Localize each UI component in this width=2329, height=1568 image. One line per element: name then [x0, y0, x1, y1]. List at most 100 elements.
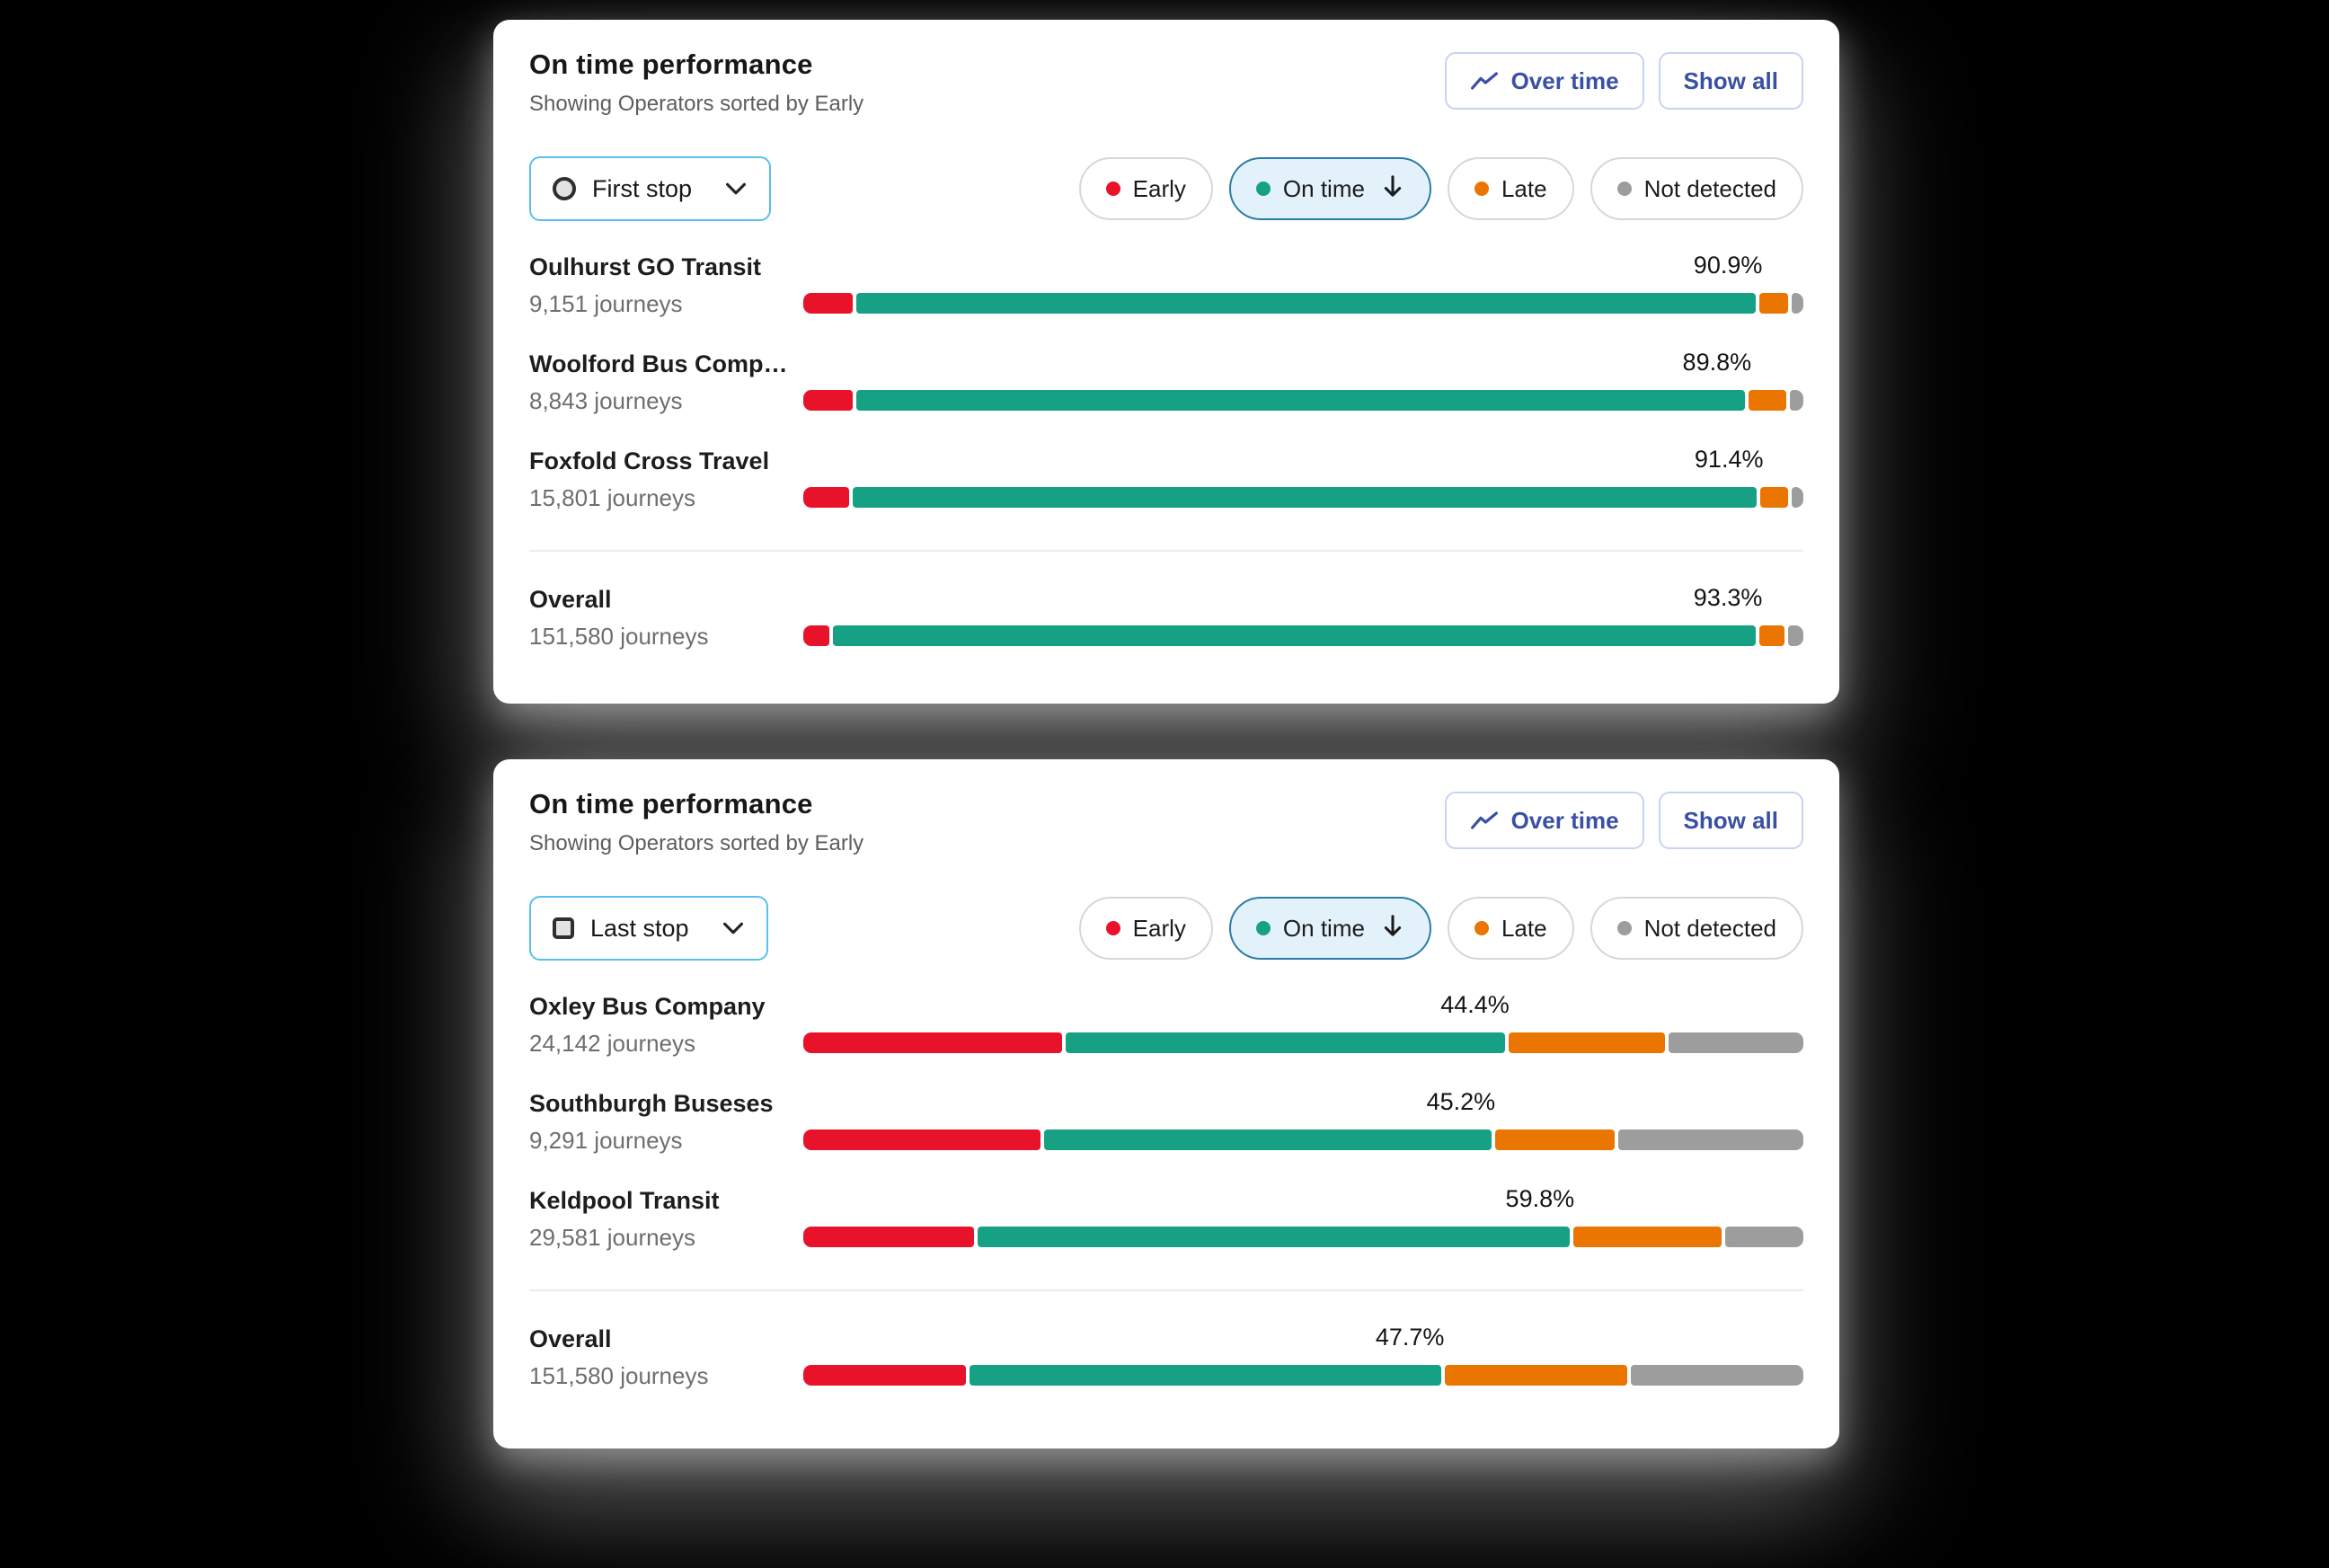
controls-row: Last stop Early On time — [529, 896, 1803, 961]
operator-row: Southburgh Buseses 9,291 journeys 45.2% — [529, 1088, 1803, 1155]
performance-bar — [803, 293, 1803, 314]
overall-row-container: Overall 151,580 journeys 47.7% — [529, 1324, 1803, 1390]
performance-bar — [803, 1129, 1803, 1150]
chip-label: Not detected — [1643, 174, 1776, 202]
on-time-percentage: 89.8% — [1682, 349, 1752, 376]
operator-journeys: 29,581 journeys — [529, 1224, 696, 1251]
show-all-button[interactable]: Show all — [1658, 52, 1803, 110]
late-dot-icon — [1474, 182, 1489, 196]
on-time-percentage: 59.8% — [1505, 1185, 1575, 1212]
operator-row: Oxley Bus Company 24,142 journeys 44.4% — [529, 991, 1803, 1058]
operator-journeys: 151,580 journeys — [529, 623, 709, 650]
chip-label: Not detected — [1643, 914, 1776, 942]
operator-rows: Oulhurst GO Transit 9,151 journeys 90.9% Wo… — [529, 252, 1803, 512]
bar-cell: 47.7% — [803, 1324, 1803, 1390]
bar-cell: 90.9% — [803, 252, 1803, 318]
chip-on-time[interactable]: On time — [1228, 897, 1431, 960]
chip-early[interactable]: Early — [1078, 897, 1213, 960]
bar-segment-late — [1572, 1227, 1722, 1247]
card-subtitle: Showing Operators sorted by Early — [529, 92, 864, 116]
performance-bar — [803, 487, 1803, 508]
on-time-dot-icon — [1255, 182, 1271, 196]
operator-row: Woolford Bus Comp… 8,843 journeys 89.8% — [529, 349, 1803, 415]
bar-cell: 45.2% — [803, 1088, 1803, 1155]
chevron-down-icon — [724, 175, 748, 203]
chip-late[interactable]: Late — [1447, 897, 1574, 960]
chevron-down-icon — [722, 915, 745, 943]
chip-on-time[interactable]: On time — [1228, 157, 1431, 220]
over-time-label: Over time — [1510, 66, 1619, 94]
page-title: On time performance — [529, 49, 813, 80]
header-buttons: Over time Show all — [1444, 52, 1803, 110]
performance-bar — [803, 1227, 1803, 1247]
row-labels: Overall 151,580 journeys — [529, 1325, 803, 1390]
over-time-button[interactable]: Over time — [1444, 52, 1644, 110]
not-detected-dot-icon — [1616, 182, 1632, 196]
chip-early[interactable]: Early — [1078, 157, 1213, 220]
show-all-button[interactable]: Show all — [1658, 792, 1803, 849]
operator-name: Southburgh Buseses — [529, 1090, 774, 1117]
stop-selector-dropdown[interactable]: Last stop — [529, 896, 768, 961]
over-time-button[interactable]: Over time — [1444, 792, 1644, 849]
operator-journeys: 9,151 journeys — [529, 290, 683, 317]
operator-row: Keldpool Transit 29,581 journeys 59.8% — [529, 1185, 1803, 1252]
header-buttons: Over time Show all — [1444, 792, 1803, 849]
row-labels: Keldpool Transit 29,581 journeys — [529, 1187, 803, 1252]
operator-name: Overall — [529, 1325, 612, 1352]
show-all-label: Show all — [1683, 806, 1778, 834]
stop-selector-label: First stop — [592, 174, 693, 202]
controls-row: First stop Early On time — [529, 156, 1803, 221]
card-header: On time performance Showing Operators so… — [529, 788, 1803, 856]
bar-cell: 93.3% — [803, 584, 1803, 651]
stop-selector-dropdown[interactable]: First stop — [529, 156, 772, 221]
bar-segment-late — [1759, 487, 1788, 508]
chip-label: Late — [1501, 174, 1547, 202]
bar-segment-late — [1494, 1129, 1616, 1150]
bar-cell: 89.8% — [803, 349, 1803, 415]
bar-segment-on-time — [856, 293, 1756, 314]
status-filter-chips: Early On time Late Not detected — [1078, 897, 1803, 960]
bar-segment-early — [803, 293, 854, 314]
trend-line-icon — [1470, 69, 1499, 93]
bar-segment-not-detected — [1631, 1365, 1803, 1386]
on-time-percentage: 91.4% — [1694, 446, 1764, 473]
circle-icon — [553, 177, 576, 200]
chip-label: On time — [1282, 914, 1365, 942]
bar-segment-on-time — [1044, 1129, 1492, 1150]
bar-segment-late — [1509, 1032, 1666, 1053]
chip-late[interactable]: Late — [1447, 157, 1574, 220]
operator-journeys: 151,580 journeys — [529, 1362, 709, 1389]
early-dot-icon — [1105, 921, 1120, 935]
bar-segment-early — [803, 390, 854, 411]
bar-segment-not-detected — [1725, 1227, 1803, 1247]
bar-segment-on-time — [852, 487, 1757, 508]
late-dot-icon — [1474, 921, 1489, 935]
operator-journeys: 24,142 journeys — [529, 1030, 696, 1057]
on-time-performance-card-first-stop: On time performance Showing Operators so… — [493, 20, 1839, 704]
bar-segment-early — [803, 1129, 1041, 1150]
bar-segment-early — [803, 1227, 975, 1247]
operator-name: Foxfold Cross Travel — [529, 447, 770, 474]
chip-not-detected[interactable]: Not detected — [1590, 157, 1803, 220]
on-time-dot-icon — [1255, 921, 1271, 935]
performance-bar — [803, 1032, 1803, 1053]
operator-name: Woolford Bus Comp… — [529, 350, 788, 377]
performance-bar — [803, 1365, 1803, 1386]
sort-descending-icon — [1377, 173, 1404, 205]
on-time-performance-card-last-stop: On time performance Showing Operators so… — [493, 759, 1839, 1448]
row-labels: Foxfold Cross Travel 15,801 journeys — [529, 447, 803, 512]
chip-label: Late — [1501, 914, 1547, 942]
card-titles: On time performance Showing Operators so… — [529, 788, 863, 856]
bar-segment-on-time — [832, 625, 1756, 646]
operator-rows: Oxley Bus Company 24,142 journeys 44.4% Sou… — [529, 991, 1803, 1252]
bar-segment-not-detected — [1788, 625, 1803, 646]
operator-name: Keldpool Transit — [529, 1187, 720, 1214]
bar-segment-not-detected — [1618, 1129, 1803, 1150]
divider — [529, 1289, 1803, 1291]
bar-cell: 91.4% — [803, 446, 1803, 512]
operator-name: Overall — [529, 586, 612, 613]
chip-label: Early — [1132, 174, 1186, 202]
chip-not-detected[interactable]: Not detected — [1590, 897, 1803, 960]
chip-label: Early — [1132, 914, 1186, 942]
bar-segment-early — [803, 487, 849, 508]
